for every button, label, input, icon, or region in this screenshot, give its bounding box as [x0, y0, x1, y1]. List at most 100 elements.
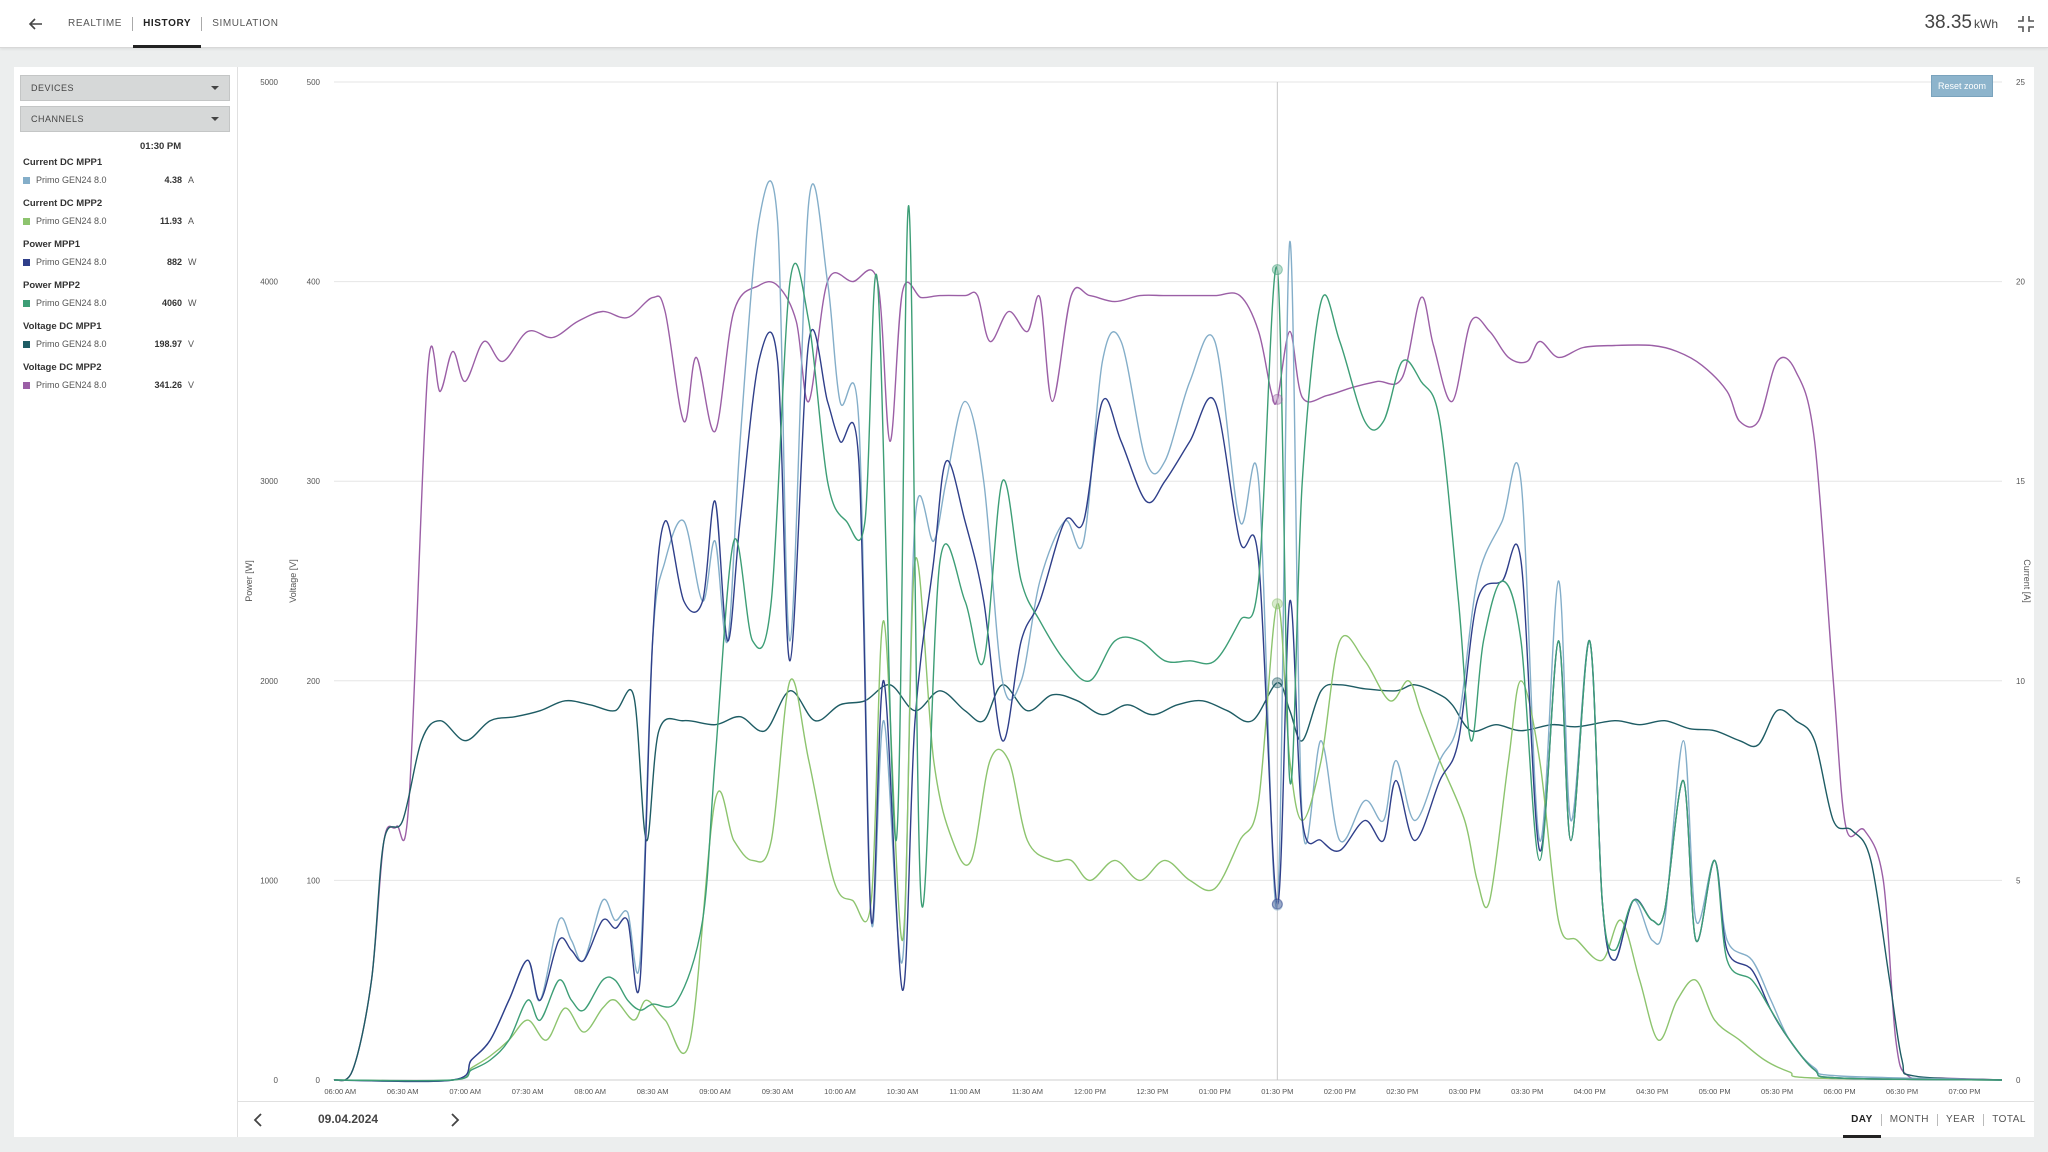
- selected-date[interactable]: 09.04.2024: [318, 1112, 379, 1126]
- channel-value: 198.97: [154, 339, 182, 349]
- channel-unit: W: [188, 257, 197, 267]
- cursor-marker: [1271, 677, 1283, 689]
- devices-dropdown-label: DEVICES: [31, 83, 75, 93]
- voltage-axis-label: Voltage [V]: [288, 559, 298, 603]
- power-tick-label: 3000: [260, 477, 278, 486]
- voltage-tick-label: 0: [316, 1076, 321, 1085]
- current-axis-label: Current [A]: [2022, 559, 2032, 603]
- channel-name: Current DC MPP1: [23, 157, 103, 168]
- period-divider: [1983, 1114, 1985, 1126]
- main-panel: DEVICES CHANNELS 01:30 PM Current DC MPP…: [14, 67, 2034, 1138]
- caret-down-icon: [211, 86, 219, 90]
- current-tick-label: 20: [2016, 278, 2025, 287]
- channel-voltage-dc-mpp2: Voltage DC MPP2 Primo GEN24 8.0 341.26 V: [23, 362, 223, 392]
- x-tick-label: 12:30 PM: [1136, 1087, 1168, 1096]
- channel-value: 882: [166, 257, 182, 267]
- x-tick-label: 07:00 PM: [1948, 1087, 1980, 1096]
- series-line-current-dc-mpp1: [333, 180, 2003, 1083]
- period-total[interactable]: TOTAL: [1992, 1114, 2026, 1125]
- next-day-button[interactable]: [445, 1111, 463, 1129]
- cursor-marker: [1271, 598, 1283, 610]
- tab-simulation[interactable]: SIMULATION: [212, 18, 279, 29]
- channel-value: 4060: [161, 298, 182, 308]
- tab-divider: [132, 17, 134, 31]
- voltage-tick-label: 300: [307, 477, 321, 486]
- series-swatch: [23, 299, 30, 307]
- device-name: Primo GEN24 8.0: [36, 298, 107, 308]
- current-tick-label: 0: [2016, 1076, 2021, 1085]
- channel-name: Current DC MPP2: [23, 198, 103, 209]
- reset-zoom-button[interactable]: Reset zoom: [1931, 75, 1993, 97]
- device-name: Primo GEN24 8.0: [36, 216, 107, 226]
- channel-unit: V: [188, 380, 195, 390]
- tab-realtime[interactable]: REALTIME: [68, 18, 123, 29]
- top-bar: REALTIME HISTORY SIMULATION 38.35 kWh: [0, 0, 2048, 48]
- channel-unit: A: [188, 175, 195, 185]
- x-tick-label: 01:00 PM: [1199, 1087, 1231, 1096]
- x-tick-label: 06:30 AM: [387, 1087, 419, 1096]
- x-tick-label: 01:30 PM: [1261, 1087, 1293, 1096]
- voltage-tick-label: 400: [307, 278, 321, 287]
- current-tick-label: 15: [2016, 477, 2025, 486]
- series-line-power-mpp1: [333, 329, 2003, 1083]
- period-year[interactable]: YEAR: [1945, 1114, 1976, 1125]
- cursor-marker: [1271, 393, 1283, 405]
- channel-unit: V: [188, 339, 195, 349]
- tab-divider: [201, 17, 203, 31]
- series-line-power-mpp2: [333, 205, 2003, 1082]
- history-chart[interactable]: 0100020003000400050000100200300400500051…: [238, 67, 2034, 1101]
- cursor-time-label: 01:30 PM: [140, 141, 182, 152]
- devices-dropdown[interactable]: DEVICES: [20, 75, 230, 101]
- series-swatch: [23, 176, 30, 184]
- device-name: Primo GEN24 8.0: [36, 339, 107, 349]
- chevron-left-icon: [253, 1113, 262, 1127]
- series-swatch: [23, 340, 30, 348]
- period-divider: [1880, 1114, 1882, 1126]
- tab-history[interactable]: HISTORY: [133, 0, 202, 48]
- x-tick-label: 10:00 AM: [824, 1087, 856, 1096]
- x-tick-label: 09:00 AM: [699, 1087, 731, 1096]
- back-button[interactable]: [24, 12, 48, 36]
- channel-unit: A: [188, 216, 195, 226]
- channels-dropdown-label: CHANNELS: [31, 114, 85, 124]
- series-line-current-dc-mpp2: [333, 557, 2003, 1082]
- period-divider: [1936, 1114, 1938, 1126]
- channel-power-mpp2: Power MPP2 Primo GEN24 8.0 4060 W: [23, 280, 223, 310]
- cursor-marker: [1271, 264, 1283, 276]
- exit-fullscreen-button[interactable]: [2016, 14, 2036, 34]
- x-tick-label: 06:00 PM: [1824, 1087, 1856, 1096]
- gridlines: [334, 81, 2002, 881]
- channel-name: Power MPP1: [23, 239, 81, 250]
- channel-value: 4.38: [164, 175, 182, 185]
- current-tick-label: 5: [2016, 876, 2021, 885]
- device-name: Primo GEN24 8.0: [36, 257, 107, 267]
- voltage-tick-label: 500: [307, 78, 321, 87]
- period-day[interactable]: DAY: [1843, 1102, 1881, 1138]
- caret-down-icon: [211, 117, 219, 121]
- channels-dropdown[interactable]: CHANNELS: [20, 106, 230, 132]
- device-name: Primo GEN24 8.0: [36, 380, 107, 390]
- power-tick-label: 5000: [260, 78, 278, 87]
- period-month[interactable]: MONTH: [1889, 1114, 1929, 1125]
- power-tick-label: 4000: [260, 278, 278, 287]
- daily-energy: 38.35 kWh: [1924, 12, 1998, 34]
- x-tick-label: 04:30 PM: [1636, 1087, 1668, 1096]
- power-axis-label: Power [W]: [244, 560, 254, 602]
- x-tick-label: 08:00 AM: [574, 1087, 606, 1096]
- previous-day-button[interactable]: [250, 1111, 268, 1129]
- series-swatch: [23, 217, 30, 225]
- cursor-marker: [1271, 898, 1283, 910]
- arrow-left-icon: [28, 18, 42, 30]
- series-swatch: [23, 381, 30, 389]
- x-tick-label: 03:30 PM: [1511, 1087, 1543, 1096]
- x-tick-label: 09:30 AM: [762, 1087, 794, 1096]
- period-tabs: DAY MONTH YEAR TOTAL: [1843, 1102, 2034, 1138]
- date-navigation-bar: 09.04.2024 DAY MONTH YEAR TOTAL: [238, 1101, 2034, 1138]
- x-tick-label: 12:00 PM: [1074, 1087, 1106, 1096]
- channel-name: Power MPP2: [23, 280, 81, 291]
- power-tick-label: 1000: [260, 876, 278, 885]
- channel-current-dc-mpp1: Current DC MPP1 Primo GEN24 8.0 4.38 A: [23, 157, 223, 187]
- x-tick-label: 07:00 AM: [449, 1087, 481, 1096]
- voltage-tick-label: 200: [307, 677, 321, 686]
- series-swatch: [23, 258, 30, 266]
